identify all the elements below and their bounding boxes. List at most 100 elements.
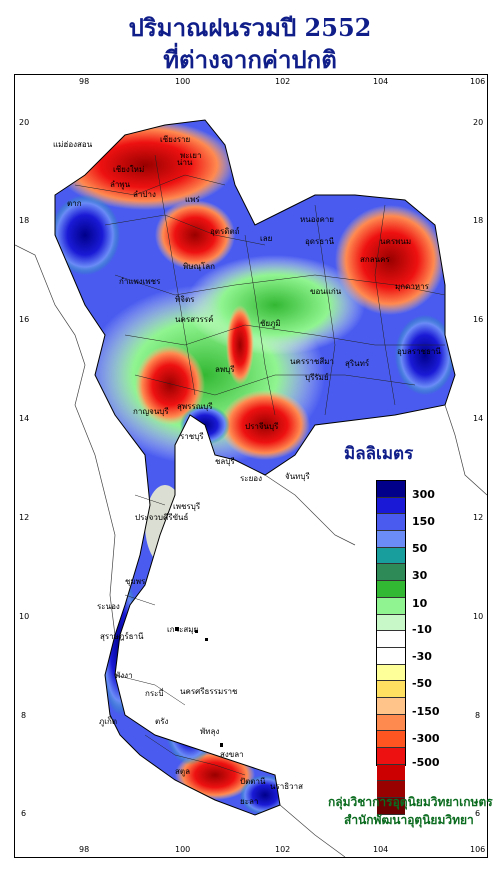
province-label: นครราชสีมา — [290, 357, 334, 366]
lat-tick-6-right: 6 — [475, 809, 481, 818]
rainfall-anomaly-map — [15, 119, 487, 857]
province-label: เลย — [260, 234, 273, 243]
map-title-line1: ปริมาณฝนรวมปี 2552 — [128, 13, 372, 42]
province-label: ชุมพร — [125, 577, 146, 586]
province-label: บุรีรัมย์ — [305, 373, 329, 382]
lon-tick-98-top: 98 — [79, 77, 90, 86]
province-label: ปราจีนบุรี — [245, 422, 279, 431]
lat-tick-10-left: 10 — [19, 612, 30, 621]
province-label: สกลนคร — [360, 255, 390, 264]
legend-swatch — [377, 731, 405, 748]
lat-tick-6-left: 6 — [21, 809, 27, 818]
province-label: ราชบุรี — [180, 432, 204, 441]
province-label: แพร่ — [185, 195, 200, 204]
province-label: พัทลุง — [200, 727, 220, 736]
legend-swatch — [377, 697, 405, 715]
province-label: สตูล — [175, 767, 190, 776]
credit-line1: กลุ่มวิชาการอุตุนิยมวิทยาเกษตร — [328, 795, 493, 809]
lon-tick-102-bottom: 102 — [275, 845, 291, 854]
map-frame: 98 100 102 104 106 98 100 102 104 106 20… — [14, 74, 488, 858]
province-label: นครศรีธรรมราช — [180, 687, 238, 696]
legend-swatch — [377, 781, 405, 799]
province-label: อุดรธานี — [305, 237, 335, 246]
legend-label: -10 — [412, 623, 432, 636]
province-label: นราธิวาส — [270, 782, 304, 791]
province-label: กระบี่ — [145, 689, 164, 698]
lat-tick-8-left: 8 — [21, 711, 27, 720]
province-label: นครพนม — [380, 237, 412, 246]
province-label: กำแพงเพชร — [119, 277, 161, 286]
lon-tick-100-top: 100 — [175, 77, 191, 86]
province-label: ประจวบคีรีขันธ์ — [135, 513, 189, 522]
legend-label: 300 — [412, 488, 435, 501]
province-label: ตาก — [67, 199, 82, 208]
legend-swatch — [377, 481, 405, 498]
legend-swatch — [377, 581, 405, 598]
legend-label: 10 — [412, 597, 428, 610]
legend-label: -30 — [412, 650, 432, 663]
lat-tick-16-left: 16 — [19, 315, 30, 324]
lat-tick-18-left: 18 — [19, 216, 30, 225]
lon-tick-102-top: 102 — [275, 77, 291, 86]
province-label: ลำพูน — [110, 180, 131, 189]
legend-swatch — [377, 547, 405, 565]
province-label: จันทบุรี — [285, 472, 310, 481]
province-label: น่าน — [177, 158, 193, 167]
lat-tick-14-left: 14 — [19, 414, 30, 423]
province-label: เชียงราย — [160, 135, 191, 144]
legend-swatch — [377, 514, 405, 532]
province-label: ระนอง — [97, 602, 120, 611]
province-label: ตรัง — [155, 717, 169, 726]
lat-tick-10-right: 10 — [473, 612, 484, 621]
legend-label: -150 — [412, 705, 440, 718]
province-label: นครสวรรค์ — [175, 315, 214, 324]
lat-tick-14-right: 14 — [473, 414, 484, 423]
legend-swatch — [377, 631, 405, 648]
lat-tick-12-right: 12 — [473, 513, 484, 522]
legend-swatch — [377, 531, 405, 548]
province-label: สุรินทร์ — [345, 359, 370, 368]
lat-tick-8-right: 8 — [475, 711, 481, 720]
lon-tick-100-bottom: 100 — [175, 845, 191, 854]
province-label: อุบลราชธานี — [397, 347, 441, 356]
legend-swatch — [377, 664, 405, 682]
legend-label: 30 — [412, 569, 428, 582]
province-label: ขอนแก่น — [310, 287, 342, 296]
legend-label: -50 — [412, 677, 432, 690]
province-label: ระยอง — [240, 474, 262, 483]
legend-swatch — [377, 764, 405, 782]
province-label: กาญจนบุรี — [133, 407, 169, 416]
map-title-line2: ที่ต่างจากค่าปกติ — [163, 45, 337, 74]
legend-swatch — [377, 564, 405, 582]
province-label: พิษณุโลก — [183, 262, 216, 271]
province-label: หนองคาย — [300, 215, 334, 224]
province-label: เชียงใหม่ — [113, 165, 145, 174]
legend-swatch — [377, 798, 405, 815]
legend-swatch — [377, 681, 405, 698]
province-label: พังงา — [115, 671, 133, 680]
province-label: ลพบุรี — [215, 365, 235, 374]
province-label: พิจิตร — [175, 295, 195, 304]
province-label: สุราษฎร์ธานี — [100, 632, 144, 641]
lat-tick-20-left: 20 — [19, 118, 30, 127]
legend-label: 150 — [412, 515, 435, 528]
legend-swatch — [377, 597, 405, 615]
province-label: ลำปาง — [133, 190, 156, 199]
province-label: ชัยภูมิ — [260, 319, 281, 328]
legend-swatch — [377, 647, 405, 665]
lat-tick-18-right: 18 — [473, 216, 484, 225]
lon-tick-106-top: 106 — [470, 77, 486, 86]
province-label: สุพรรณบุรี — [177, 402, 213, 411]
legend-swatch — [377, 748, 405, 765]
lat-tick-12-left: 12 — [19, 513, 30, 522]
legend-title: มิลลิเมตร — [344, 444, 414, 464]
province-label: เกาะสมุย — [167, 625, 199, 634]
legend-color-bar — [376, 480, 406, 815]
lon-tick-98-bottom: 98 — [79, 845, 90, 854]
legend-label: -300 — [412, 732, 440, 745]
province-label: ชลบุรี — [215, 457, 235, 466]
legend-label: -500 — [412, 756, 440, 769]
lon-tick-104-bottom: 104 — [373, 845, 389, 854]
lat-tick-20-right: 20 — [473, 118, 484, 127]
lon-tick-106-bottom: 106 — [470, 845, 486, 854]
